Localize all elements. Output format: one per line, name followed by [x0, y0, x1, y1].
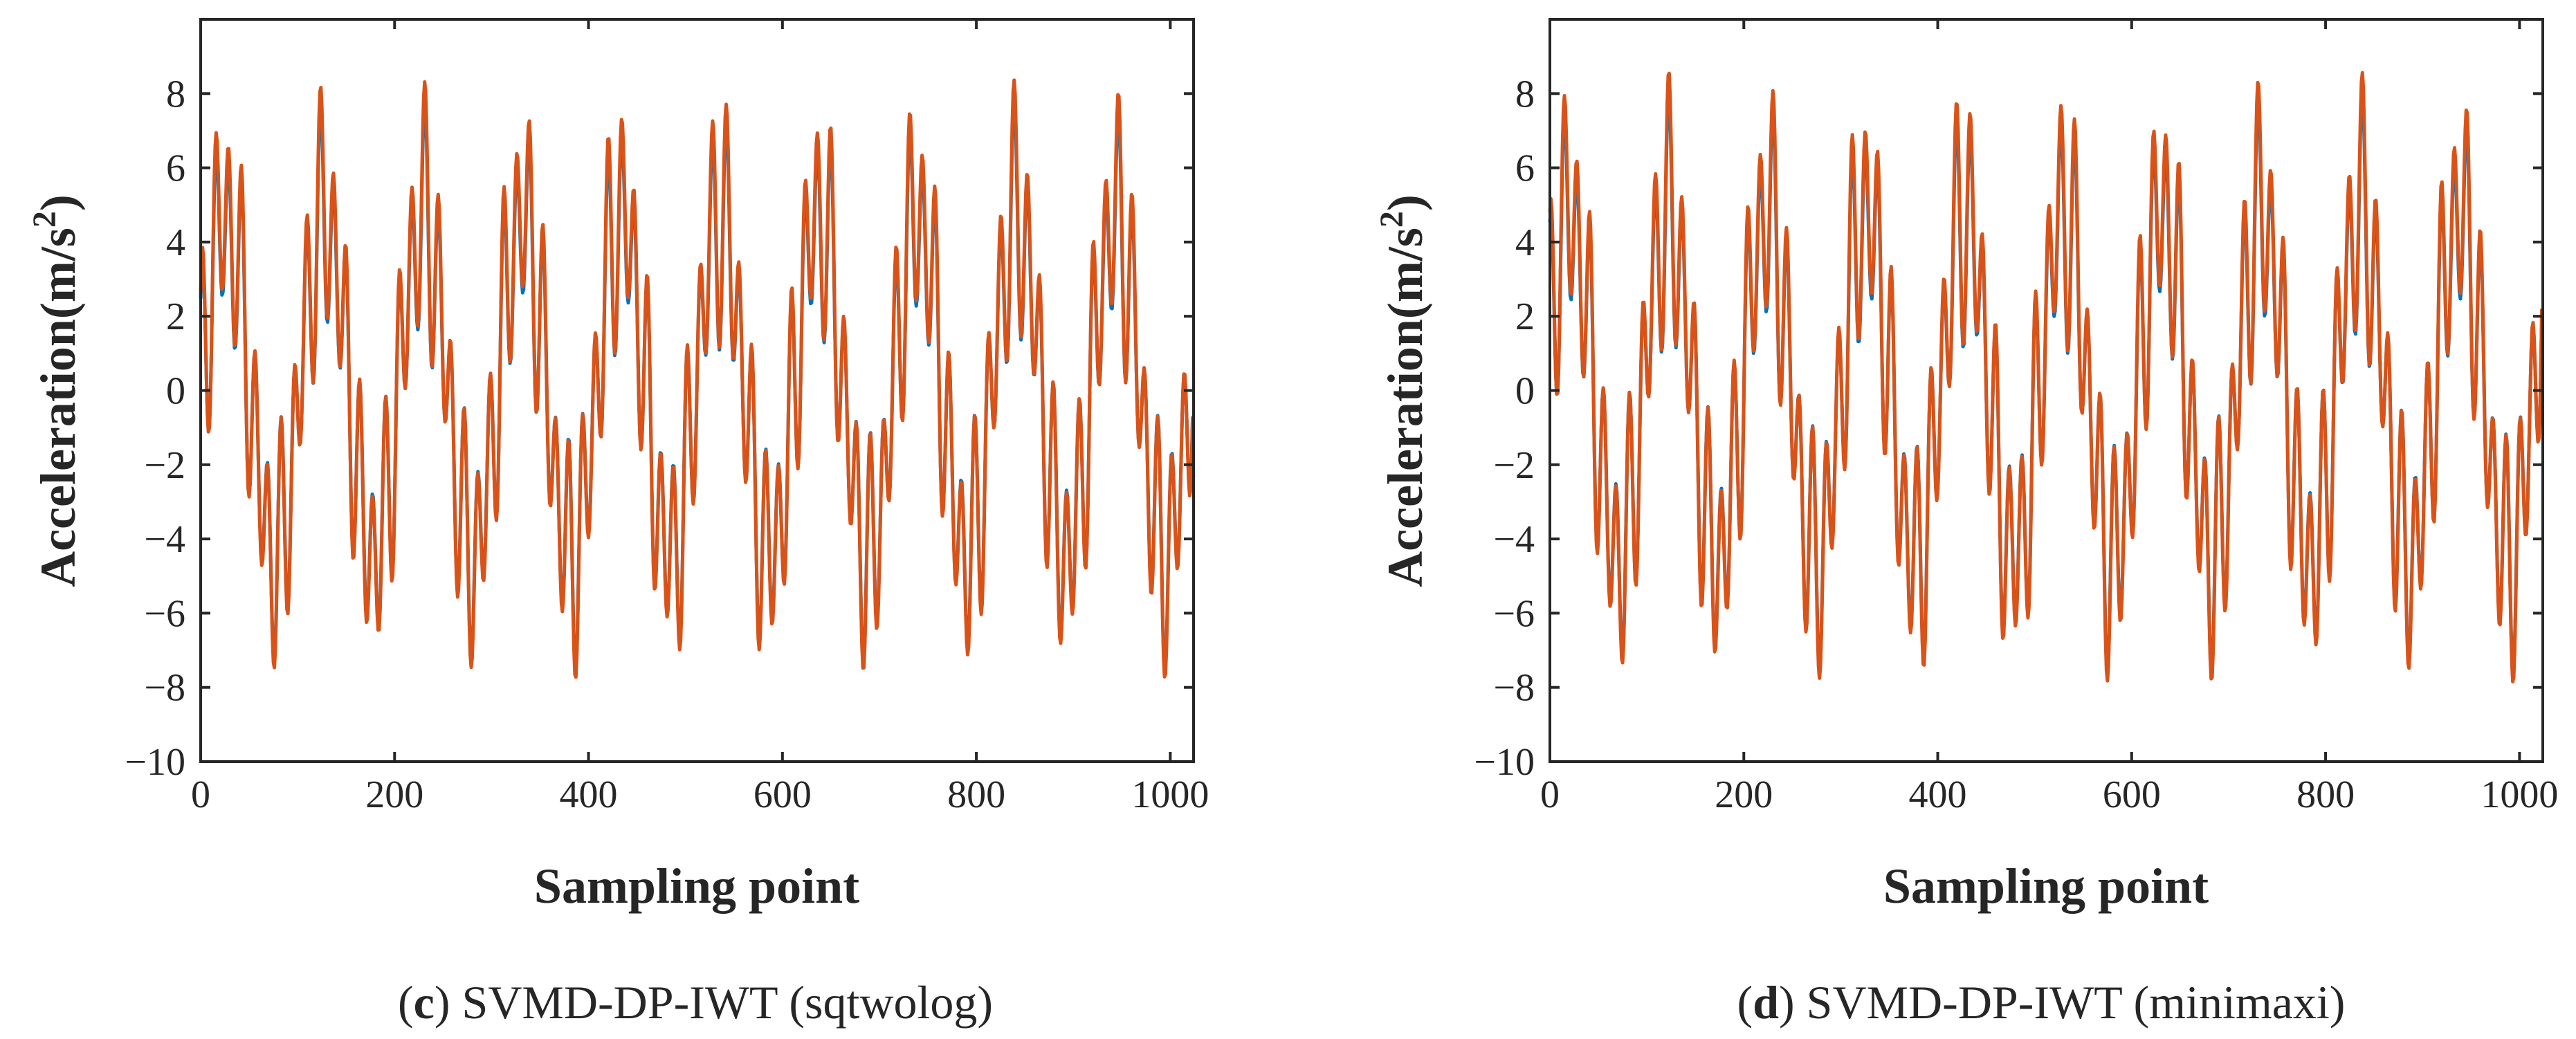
y-tick-label: −10 — [125, 741, 185, 784]
y-tick-label: 0 — [166, 370, 185, 413]
y-tick-label: −4 — [144, 518, 185, 561]
caption-text: SVMD-DP-IWT (sqtwolog) — [450, 976, 994, 1029]
caption-letter: d — [1753, 976, 1779, 1029]
y-tick-label: 0 — [1515, 370, 1535, 413]
y-tick-label: −2 — [1493, 444, 1535, 487]
y-axis-label-close: ) — [30, 194, 86, 211]
x-axis-ticks: 0 200 400 600 800 1000 — [191, 19, 1209, 816]
x-tick-label: 1000 — [1131, 773, 1209, 816]
y-axis-label: Acceleration(m/s2) — [26, 194, 86, 587]
x-tick-label: 600 — [753, 773, 812, 816]
y-tick-label: −10 — [1474, 741, 1535, 784]
y-tick-label: 6 — [1515, 147, 1535, 190]
x-axis-label: Sampling point — [1883, 858, 2209, 914]
caption-text: SVMD-DP-IWT (minimaxi) — [1795, 976, 2346, 1029]
y-axis-label-superscript: 2 — [1373, 211, 1410, 228]
y-axis-ticks: 8 6 4 2 0 −2 −4 −6 −8 −10 — [1474, 73, 2543, 784]
y-axis-label-main: Acceleration(m/s — [30, 228, 86, 587]
y-tick-label: −6 — [1493, 592, 1535, 635]
x-tick-label: 200 — [365, 773, 423, 816]
plot-lines — [1548, 71, 2544, 683]
y-tick-label: 8 — [1515, 73, 1535, 116]
y-tick-label: −8 — [144, 667, 185, 710]
y-axis-label: Acceleration(m/s2) — [1373, 194, 1433, 587]
y-tick-label: 4 — [166, 221, 185, 264]
caption-d: (d) SVMD-DP-IWT (minimaxi) — [1737, 976, 2346, 1029]
x-axis-label: Sampling point — [534, 858, 859, 914]
plot-frame — [1549, 18, 2544, 763]
y-tick-label: 4 — [1515, 221, 1535, 264]
x-tick-label: 800 — [947, 773, 1005, 816]
y-tick-label: 2 — [166, 295, 185, 338]
x-tick-label: 0 — [1540, 773, 1560, 816]
y-tick-label: 8 — [166, 73, 185, 116]
x-tick-label: 600 — [2103, 773, 2161, 816]
y-axis-label-close: ) — [1378, 194, 1433, 211]
x-tick-label: 400 — [1909, 773, 1967, 816]
chart-panel-c: 8 6 4 2 0 −2 −4 −6 −8 −10 0 200 400 600 800 1000 Sampl… — [26, 18, 1209, 1029]
caption-c: (c) SVMD-DP-IWT (sqtwolog) — [398, 976, 993, 1029]
y-tick-label: 6 — [166, 147, 185, 190]
x-axis-ticks: 0 200 400 600 800 1000 — [1540, 19, 2558, 816]
series-line-denoised — [1548, 71, 2544, 683]
y-axis-label-main: Acceleration(m/s — [1378, 228, 1433, 587]
x-tick-label: 1000 — [2481, 773, 2558, 816]
caption-letter: c — [414, 976, 435, 1029]
series-line-denoised — [199, 78, 1195, 679]
y-tick-label: −6 — [144, 592, 185, 635]
x-tick-label: 400 — [560, 773, 618, 816]
y-tick-label: −2 — [144, 444, 185, 487]
chart-panel-d: 8 6 4 2 0 −2 −4 −6 −8 −10 0 200 400 600 800 1000 Sampl… — [1373, 18, 2558, 1029]
y-tick-label: −4 — [1493, 518, 1535, 561]
plot-lines — [199, 78, 1195, 679]
y-tick-label: −8 — [1493, 667, 1535, 710]
y-tick-label: 2 — [1515, 295, 1535, 338]
y-axis-ticks: 8 6 4 2 0 −2 −4 −6 −8 −10 — [125, 73, 1194, 784]
x-tick-label: 800 — [2296, 773, 2355, 816]
x-tick-label: 0 — [191, 773, 210, 816]
x-tick-label: 200 — [1715, 773, 1773, 816]
y-axis-label-superscript: 2 — [26, 211, 63, 228]
